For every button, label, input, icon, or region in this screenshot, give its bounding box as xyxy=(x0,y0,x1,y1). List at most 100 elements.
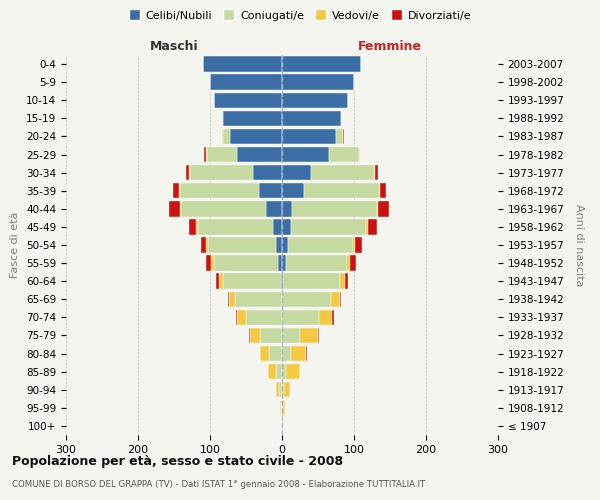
Bar xyxy=(246,310,282,325)
Bar xyxy=(220,274,223,289)
Bar xyxy=(282,183,304,198)
Bar xyxy=(347,256,350,271)
Bar xyxy=(169,201,180,216)
Bar xyxy=(366,219,368,234)
Bar xyxy=(374,165,375,180)
Bar xyxy=(269,346,282,362)
Text: Femmine: Femmine xyxy=(358,40,422,52)
Bar xyxy=(211,256,214,271)
Bar xyxy=(179,183,180,198)
Bar xyxy=(329,147,359,162)
Bar xyxy=(288,238,353,252)
Bar xyxy=(368,219,377,234)
Bar xyxy=(282,310,319,325)
Bar xyxy=(185,165,189,180)
Bar xyxy=(360,147,361,162)
Bar xyxy=(266,201,282,216)
Bar xyxy=(283,400,285,415)
Bar xyxy=(282,238,288,252)
Bar xyxy=(250,328,260,343)
Bar xyxy=(279,382,282,398)
Bar xyxy=(281,400,282,415)
Y-axis label: Anni di nascita: Anni di nascita xyxy=(574,204,584,286)
Bar xyxy=(282,418,283,434)
Bar xyxy=(379,183,380,198)
Bar xyxy=(249,328,250,343)
Bar xyxy=(286,256,347,271)
Bar xyxy=(214,256,278,271)
Bar xyxy=(282,328,300,343)
Bar xyxy=(340,292,341,307)
Bar xyxy=(221,110,223,126)
Bar xyxy=(206,147,207,162)
Bar xyxy=(355,238,362,252)
Text: Popolazione per età, sesso e stato civile - 2008: Popolazione per età, sesso e stato civil… xyxy=(12,455,343,468)
Bar xyxy=(206,256,211,271)
Bar xyxy=(207,147,238,162)
Bar xyxy=(380,183,386,198)
Bar xyxy=(283,274,340,289)
Y-axis label: Fasce di età: Fasce di età xyxy=(10,212,20,278)
Bar xyxy=(180,201,181,216)
Bar xyxy=(181,201,266,216)
Bar xyxy=(379,201,389,216)
Bar xyxy=(236,310,238,325)
Bar xyxy=(278,256,282,271)
Bar xyxy=(228,292,229,307)
Bar xyxy=(217,274,220,289)
Bar xyxy=(290,346,307,362)
Bar xyxy=(311,165,374,180)
Bar xyxy=(282,128,336,144)
Bar xyxy=(208,238,276,252)
Bar xyxy=(173,183,179,198)
Bar xyxy=(375,165,379,180)
Bar xyxy=(282,292,331,307)
Bar xyxy=(282,382,284,398)
Bar xyxy=(353,238,355,252)
Bar xyxy=(292,201,377,216)
Bar xyxy=(274,219,282,234)
Bar xyxy=(281,418,282,434)
Bar xyxy=(189,219,196,234)
Bar xyxy=(198,219,274,234)
Bar xyxy=(259,183,282,198)
Bar xyxy=(377,201,379,216)
Bar xyxy=(260,346,269,362)
Bar xyxy=(223,274,281,289)
Bar xyxy=(336,128,343,144)
Bar xyxy=(276,364,282,380)
Bar xyxy=(276,382,279,398)
Bar xyxy=(229,292,235,307)
Bar xyxy=(280,400,281,415)
Bar xyxy=(300,328,318,343)
Text: Maschi: Maschi xyxy=(149,40,199,52)
Bar xyxy=(359,147,360,162)
Bar xyxy=(282,219,290,234)
Bar xyxy=(282,256,286,271)
Bar xyxy=(346,274,348,289)
Bar xyxy=(282,364,286,380)
Bar xyxy=(180,183,259,198)
Bar xyxy=(350,256,356,271)
Bar xyxy=(319,310,332,325)
Bar xyxy=(341,110,343,126)
Bar xyxy=(230,128,282,144)
Bar xyxy=(260,328,282,343)
Text: COMUNE DI BORSO DEL GRAPPA (TV) - Dati ISTAT 1° gennaio 2008 - Elaborazione TUTT: COMUNE DI BORSO DEL GRAPPA (TV) - Dati I… xyxy=(12,480,425,489)
Legend: Celibi/Nubili, Coniugati/e, Vedovi/e, Divorziati/e: Celibi/Nubili, Coniugati/e, Vedovi/e, Di… xyxy=(124,6,476,25)
Bar xyxy=(223,110,282,126)
Bar xyxy=(340,274,346,289)
Bar xyxy=(238,310,246,325)
Bar xyxy=(282,92,348,108)
Bar xyxy=(200,238,206,252)
Bar xyxy=(189,165,190,180)
Bar xyxy=(253,165,282,180)
Bar xyxy=(238,147,282,162)
Bar xyxy=(284,382,290,398)
Bar xyxy=(282,56,361,72)
Bar xyxy=(282,74,354,90)
Bar xyxy=(203,56,282,72)
Bar xyxy=(235,292,282,307)
Bar xyxy=(223,128,230,144)
Bar xyxy=(221,128,222,144)
